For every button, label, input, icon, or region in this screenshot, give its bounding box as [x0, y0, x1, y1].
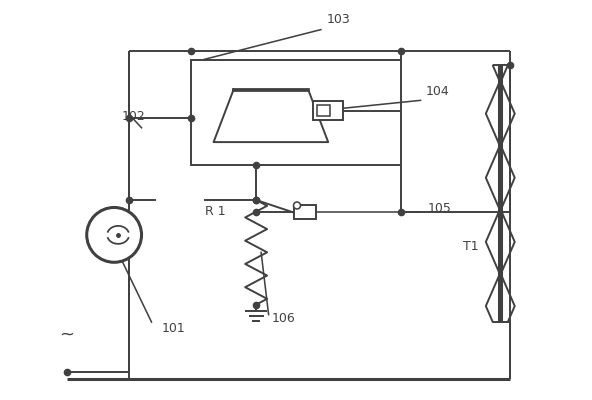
Bar [294, 206, 316, 220]
Text: 102: 102 [121, 110, 146, 123]
Circle shape [294, 202, 301, 209]
Bar [317, 105, 330, 116]
Text: R 1: R 1 [205, 205, 226, 218]
Bar [191, 60, 401, 165]
Text: T1: T1 [462, 240, 478, 253]
Text: ~: ~ [59, 326, 75, 344]
Circle shape [87, 208, 141, 262]
Bar [313, 101, 343, 120]
Text: 103: 103 [326, 13, 350, 26]
Text: 104: 104 [426, 85, 449, 98]
Text: 105: 105 [428, 202, 452, 216]
Text: 101: 101 [162, 322, 186, 335]
Text: 106: 106 [272, 312, 295, 325]
